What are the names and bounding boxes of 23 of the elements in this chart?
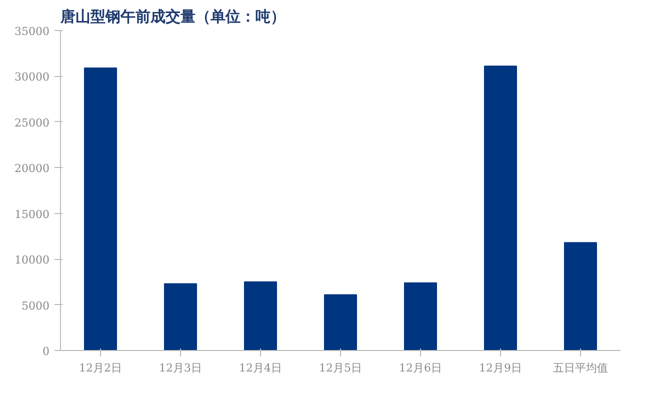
x-tick-label: 12月9日 [479, 362, 522, 374]
chart-title: 唐山型钢午前成交量（单位：吨） [60, 8, 286, 26]
y-tick-label: 10000 [14, 254, 50, 267]
y-tick-label: 25000 [14, 116, 50, 130]
bar [484, 66, 517, 350]
bar [324, 294, 357, 350]
y-tick-label: 0 [42, 345, 50, 358]
y-tick-label: 30000 [14, 70, 50, 84]
x-tick-label: 12月6日 [399, 362, 442, 374]
x-tick-label: 12月4日 [239, 362, 282, 374]
y-tick-label: 35000 [14, 25, 50, 38]
y-tick-label: 15000 [14, 208, 50, 221]
x-tick-label: 12月2日 [79, 362, 122, 374]
x-tick-label: 12月5日 [319, 362, 362, 374]
y-tick-label: 5000 [22, 299, 50, 312]
y-tick-label: 20000 [14, 162, 50, 176]
bar [164, 283, 197, 350]
bar [404, 282, 437, 350]
bar [84, 67, 117, 350]
x-tick-label: 五日平均值 [553, 362, 608, 374]
bar [244, 281, 277, 350]
x-tick-label: 12月3日 [159, 362, 202, 374]
bar [564, 242, 597, 350]
